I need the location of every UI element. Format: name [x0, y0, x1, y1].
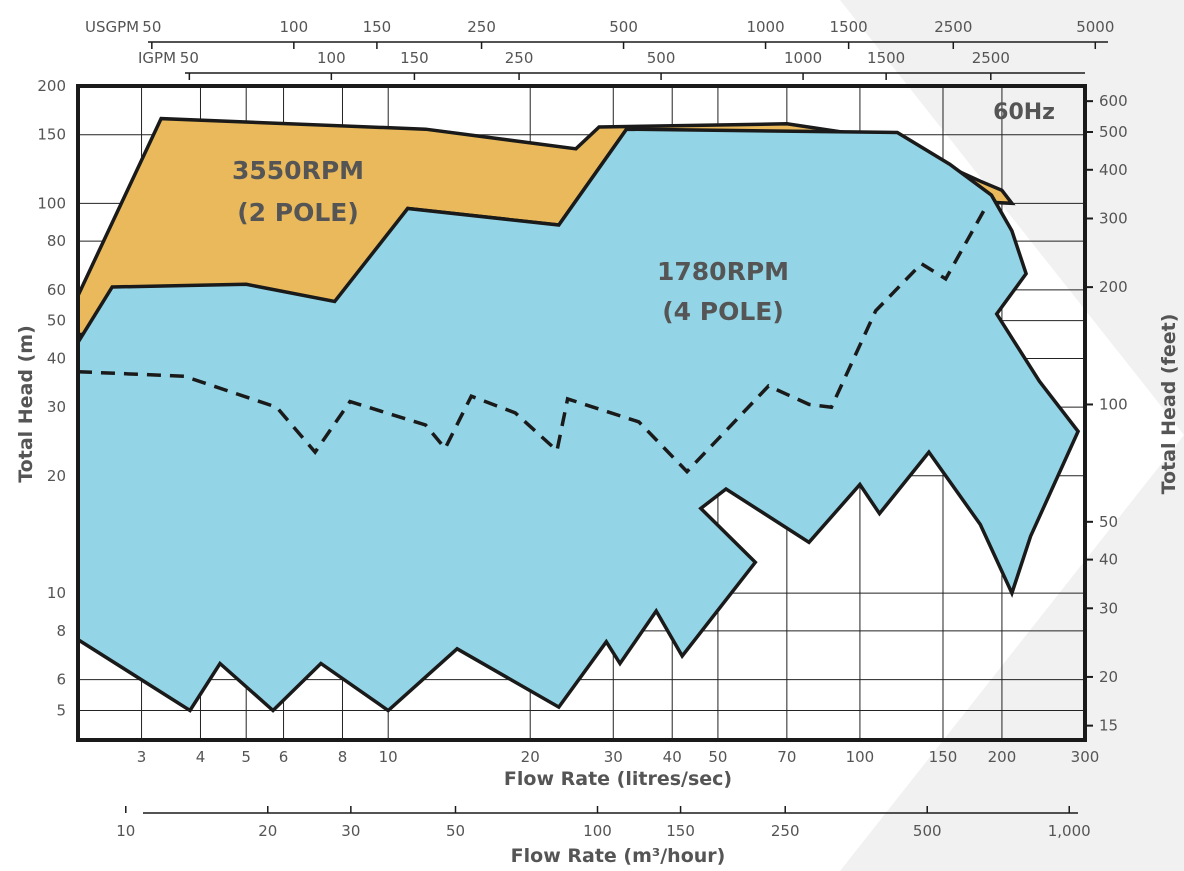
- igpm-tick-label: 1000: [784, 49, 822, 67]
- left-tick-label: 40: [47, 349, 66, 367]
- left-tick-label: 8: [56, 622, 66, 640]
- right-tick-label: 400: [1099, 161, 1128, 179]
- left-tick-label: 30: [47, 398, 66, 416]
- bottom-tick-label: 70: [777, 748, 796, 766]
- m3h-tick-label: 1,000: [1048, 822, 1091, 840]
- igpm-tick-label: 150: [400, 49, 429, 67]
- bottom-tick-label: 200: [988, 748, 1017, 766]
- usgpm-tick-label: 1000: [746, 18, 784, 36]
- igpm-tick-label: 250: [505, 49, 534, 67]
- bottom-tick-label: 100: [846, 748, 875, 766]
- bottom-tick-label: 6: [279, 748, 289, 766]
- background-chevron: [840, 0, 1184, 871]
- right-axis-ticks: 15 20 30 40 50 100 200 300 400 500 600: [1085, 92, 1128, 735]
- igpm-tick-label: 50: [180, 49, 199, 67]
- m3h-tick-label: 30: [341, 822, 360, 840]
- right-tick-label: 500: [1099, 123, 1128, 141]
- bottom-tick-label: 150: [929, 748, 958, 766]
- label-backdrop-2pole: [213, 150, 383, 230]
- usgpm-tick-label: 150: [363, 18, 392, 36]
- igpm-axis-label: IGPM: [138, 49, 176, 67]
- bottom-tick-label: 10: [379, 748, 398, 766]
- left-tick-label: 50: [47, 312, 66, 330]
- left-tick-label: 10: [47, 584, 66, 602]
- bottom-tick-label: 40: [663, 748, 682, 766]
- bottom-axis-ticks: 3 4 5 6 8 10 20 30 40 50 70 100 150 200 300: [137, 748, 1100, 766]
- usgpm-tick-label: 100: [280, 18, 309, 36]
- plot-frame: [76, 84, 1087, 742]
- region-label-2pole-line2: (2 POLE): [237, 198, 359, 227]
- usgpm-tick-label: 250: [467, 18, 496, 36]
- bottom-tick-label: 20: [521, 748, 540, 766]
- y-axis-title-right: Total Head (feet): [1158, 314, 1180, 495]
- left-tick-label: 5: [56, 701, 66, 719]
- label-backdrop-4pole: [640, 250, 805, 332]
- m3h-tick-label: 250: [771, 822, 800, 840]
- m3h-axis: 10 20 30 50 100 150 250 500 1,000: [116, 806, 1091, 840]
- region-polygon-4pole: [76, 127, 1081, 713]
- usgpm-tick-label: 5000: [1076, 18, 1114, 36]
- right-tick-label: 100: [1099, 395, 1128, 413]
- left-tick-label: 60: [47, 281, 66, 299]
- region-label-2pole-line1: 3550RPM: [232, 156, 364, 185]
- x-axis-title: Flow Rate (litres/sec): [504, 768, 732, 790]
- left-tick-label: 6: [56, 671, 66, 689]
- usgpm-tick-label: 50: [142, 18, 161, 36]
- left-tick-label: 200: [37, 77, 66, 95]
- right-tick-label: 40: [1099, 551, 1118, 569]
- bottom-tick-label: 8: [338, 748, 348, 766]
- usgpm-axis-label: USGPM: [85, 18, 139, 36]
- dashed-line: [77, 205, 988, 475]
- right-tick-label: 20: [1099, 668, 1118, 686]
- m3h-tick-label: 50: [446, 822, 465, 840]
- usgpm-tick-label: 500: [609, 18, 638, 36]
- bottom-tick-label: 4: [196, 748, 206, 766]
- region-label-4pole-line1: 1780RPM: [657, 257, 789, 286]
- frequency-label: 60Hz: [993, 100, 1055, 125]
- right-tick-label: 200: [1099, 278, 1128, 296]
- left-axis-ticks: 5 6 8 10 20 30 40 50 60 80 100 150 200: [37, 77, 66, 719]
- m3h-tick-label: 150: [666, 822, 695, 840]
- bottom-tick-label: 300: [1071, 748, 1100, 766]
- right-tick-label: 50: [1099, 513, 1118, 531]
- left-tick-label: 20: [47, 467, 66, 485]
- dashed-curve: [77, 205, 988, 475]
- right-tick-label: 30: [1099, 599, 1118, 617]
- bottom-tick-label: 3: [137, 748, 147, 766]
- bottom-tick-label: 30: [604, 748, 623, 766]
- m3h-tick-label: 500: [913, 822, 942, 840]
- igpm-tick-label: 2500: [972, 49, 1010, 67]
- bottom-tick-label: 50: [708, 748, 727, 766]
- right-tick-label: 300: [1099, 209, 1128, 227]
- m3h-tick-label: 10: [116, 822, 135, 840]
- m3h-tick-label: 100: [583, 822, 612, 840]
- igpm-tick-label: 500: [647, 49, 676, 67]
- bottom-tick-label: 5: [241, 748, 251, 766]
- region-label-4pole-line2: (4 POLE): [662, 297, 784, 326]
- right-tick-label: 15: [1099, 717, 1118, 735]
- usgpm-tick-label: 2500: [934, 18, 972, 36]
- left-tick-label: 150: [37, 126, 66, 144]
- igpm-tick-label: 1500: [867, 49, 905, 67]
- right-tick-label: 600: [1099, 92, 1128, 110]
- m3h-tick-label: 20: [258, 822, 277, 840]
- igpm-tick-label: 100: [317, 49, 346, 67]
- left-tick-label: 100: [37, 194, 66, 212]
- y-axis-title-left: Total Head (m): [15, 325, 37, 483]
- left-tick-label: 80: [47, 232, 66, 250]
- usgpm-tick-label: 1500: [830, 18, 868, 36]
- m3h-axis-title: Flow Rate (m³/hour): [511, 845, 726, 867]
